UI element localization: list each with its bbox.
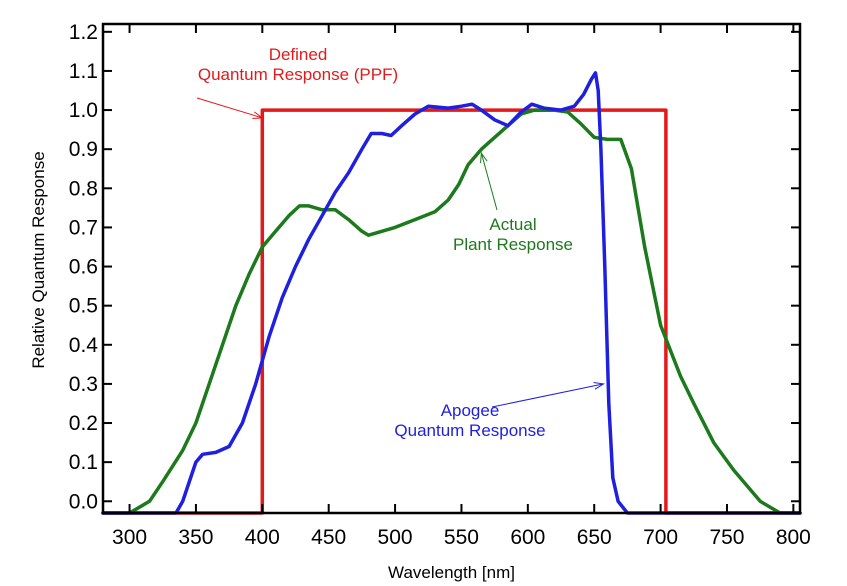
y-tick-label: 1.2 [69,21,98,44]
y-tick-label: 0.5 [69,295,98,318]
x-tick-label: 800 [776,526,811,549]
y-tick-label: 0.8 [69,177,98,200]
annotation-arrow-ppf [196,97,263,119]
annotation-ppf-line: Defined [269,45,328,64]
annotation-arrowhead-apogee [593,381,605,390]
y-tick-label: 0.7 [69,216,98,239]
series-line-plant [101,108,802,515]
y-tick-label: 0.3 [69,373,98,396]
annotation-plant-line: Plant Response [453,235,573,254]
x-tick-label: 550 [444,526,479,549]
y-tick-label: 1.1 [69,60,98,83]
annotation-arrow-apogee [491,383,604,408]
y-axis-title: Relative Quantum Response [29,151,48,368]
y-tick-label: 0.0 [69,490,98,513]
y-tick-label: 0.6 [69,256,98,279]
y-tick-label: 0.1 [69,451,98,474]
y-tick-label: 0.9 [69,138,98,161]
y-tick-label: 0.4 [69,334,99,357]
x-axis-title: Wavelength [nm] [388,563,515,582]
annotation-apogee-line: Apogee [441,401,500,420]
tick-layer: 300 350 400 450 500 550 600 650 700 750 800 0.0 0.1 0… [69,21,811,549]
series-line-apogee [101,71,802,515]
annotation-apogee-line: Quantum Response [394,421,545,440]
x-tick-label: 400 [245,526,280,549]
annotation-ppf-line: Quantum Response (PPF) [198,65,398,84]
plot-frame [101,22,802,515]
x-tick-label: 450 [311,526,346,549]
x-tick-label: 700 [643,526,678,549]
x-tick-label: 300 [112,526,147,549]
y-tick-label: 0.2 [69,412,98,435]
annotation-plant-line: Actual [489,215,536,234]
x-tick-label: 650 [577,526,612,549]
annotation-arrowhead-plant [480,151,488,164]
x-tick-label: 750 [709,526,744,549]
annotation-arrowhead-ppf [252,111,264,119]
x-tick-label: 350 [178,526,213,549]
y-tick-label: 1.0 [69,99,98,122]
x-tick-label: 600 [510,526,545,549]
annotation-arrow-plant [480,152,498,211]
plot-area [103,24,800,513]
x-tick-label: 500 [378,526,413,549]
